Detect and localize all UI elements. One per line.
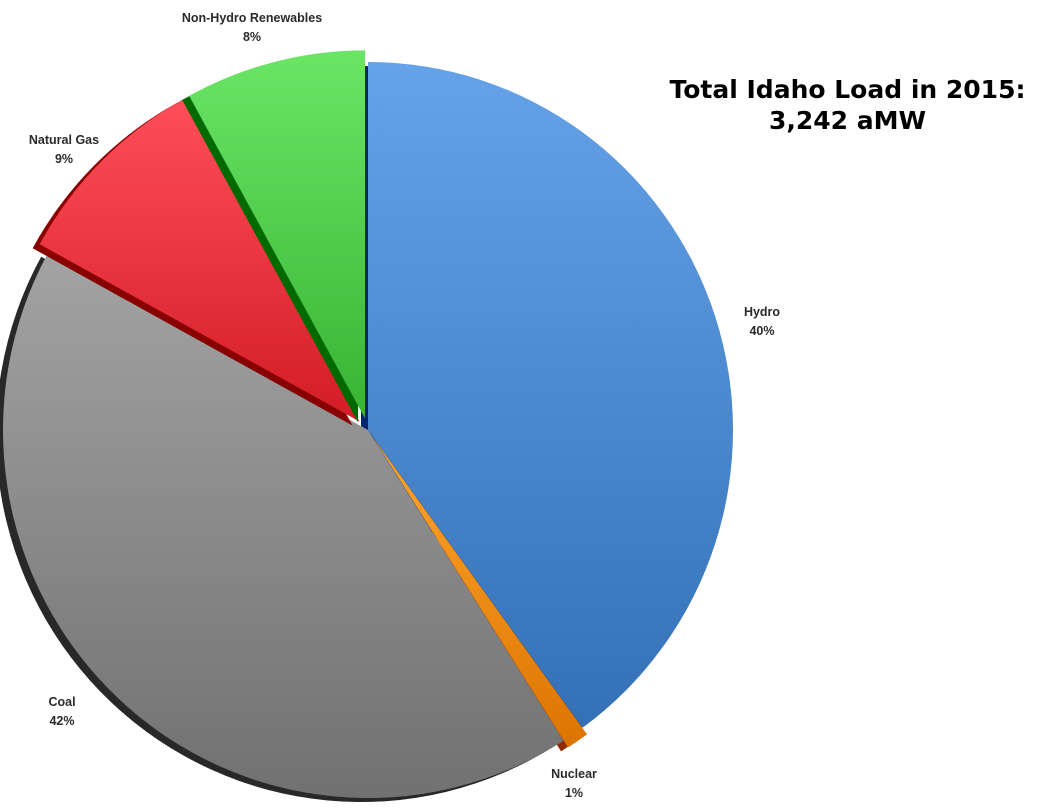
chart-title-line-2: 3,242 aMW: [768, 106, 927, 135]
pie-slices: [0, 50, 734, 802]
pie-slice-nuclear: [372, 436, 588, 748]
pie-labels: Hydro 40% Nuclear 1% Coal 42% Natural Gas 9% Non…: [29, 11, 781, 800]
slice-value-nuclear: 1%: [565, 786, 583, 800]
slice-label-non-hydro-renewables: Non-Hydro Renewables: [182, 11, 322, 25]
slice-value-non-hydro-renewables: 8%: [243, 30, 261, 44]
slice-label-hydro: Hydro: [744, 305, 780, 319]
pie-slice-non-hydro-renewables: [189, 50, 366, 419]
pie-slice-coal: [2, 252, 564, 798]
slice-label-natural-gas: Natural Gas: [29, 133, 99, 147]
chart-title-line-1: Total Idaho Load in 2015:: [669, 75, 1026, 104]
slice-value-hydro: 40%: [749, 324, 774, 338]
pie-slice-hydro: [368, 62, 734, 728]
slice-label-nuclear: Nuclear: [551, 767, 597, 781]
slice-value-natural-gas: 9%: [55, 152, 73, 166]
chart-title: Total Idaho Load in 2015: 3,242 aMW: [660, 74, 1035, 136]
pie-slice-natural-gas: [39, 99, 360, 422]
slice-label-coal: Coal: [48, 695, 75, 709]
slice-value-coal: 42%: [49, 714, 74, 728]
